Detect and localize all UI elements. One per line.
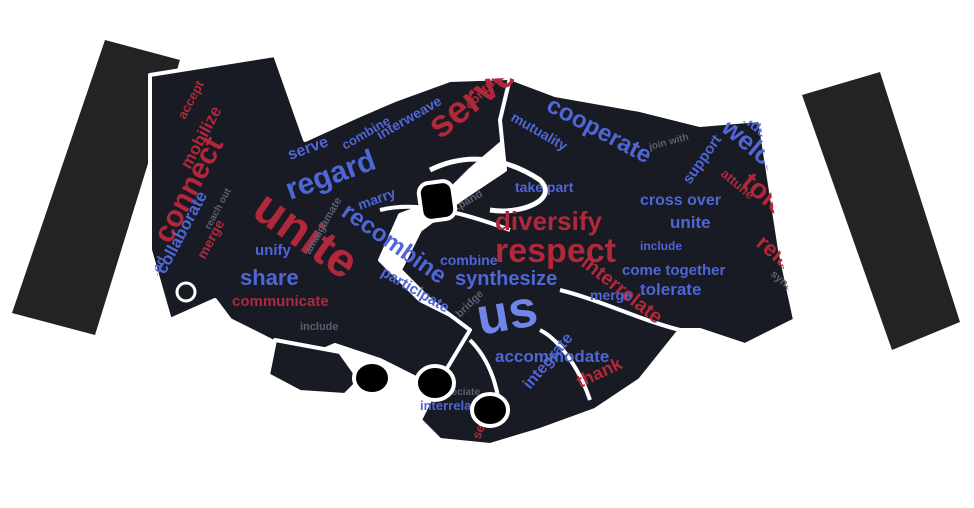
cufflink-button bbox=[175, 281, 197, 303]
word-come-together: come together bbox=[622, 262, 726, 279]
word-cross-over: cross over bbox=[640, 192, 721, 209]
right-sleeve-cuff bbox=[802, 72, 960, 350]
word-share: share bbox=[240, 265, 299, 290]
word-combine: combine bbox=[440, 252, 498, 268]
fingernails bbox=[352, 179, 510, 428]
word-diversify: diversify bbox=[495, 206, 602, 236]
word-enlist: enlist bbox=[768, 96, 804, 130]
word-us: us bbox=[472, 279, 542, 347]
word-tolerate-small: tolerate bbox=[640, 280, 701, 299]
word-synthesize: synthesize bbox=[455, 268, 557, 290]
word-appreciate: appreciate bbox=[430, 387, 480, 398]
word-include-right: include bbox=[640, 239, 682, 253]
word-accommodate: accommodate bbox=[495, 347, 609, 366]
word-include-left: include bbox=[300, 321, 339, 333]
word-communicate: communicate bbox=[232, 293, 329, 310]
left-sleeve-cuff bbox=[12, 40, 180, 335]
word-respect: respect bbox=[495, 232, 616, 270]
word-unite-small: unite bbox=[670, 213, 711, 232]
hands-silhouette bbox=[148, 53, 797, 447]
word-take-part: take part bbox=[515, 179, 574, 195]
word-merge-right: merge bbox=[590, 287, 632, 303]
word-unify: unify bbox=[255, 242, 291, 259]
